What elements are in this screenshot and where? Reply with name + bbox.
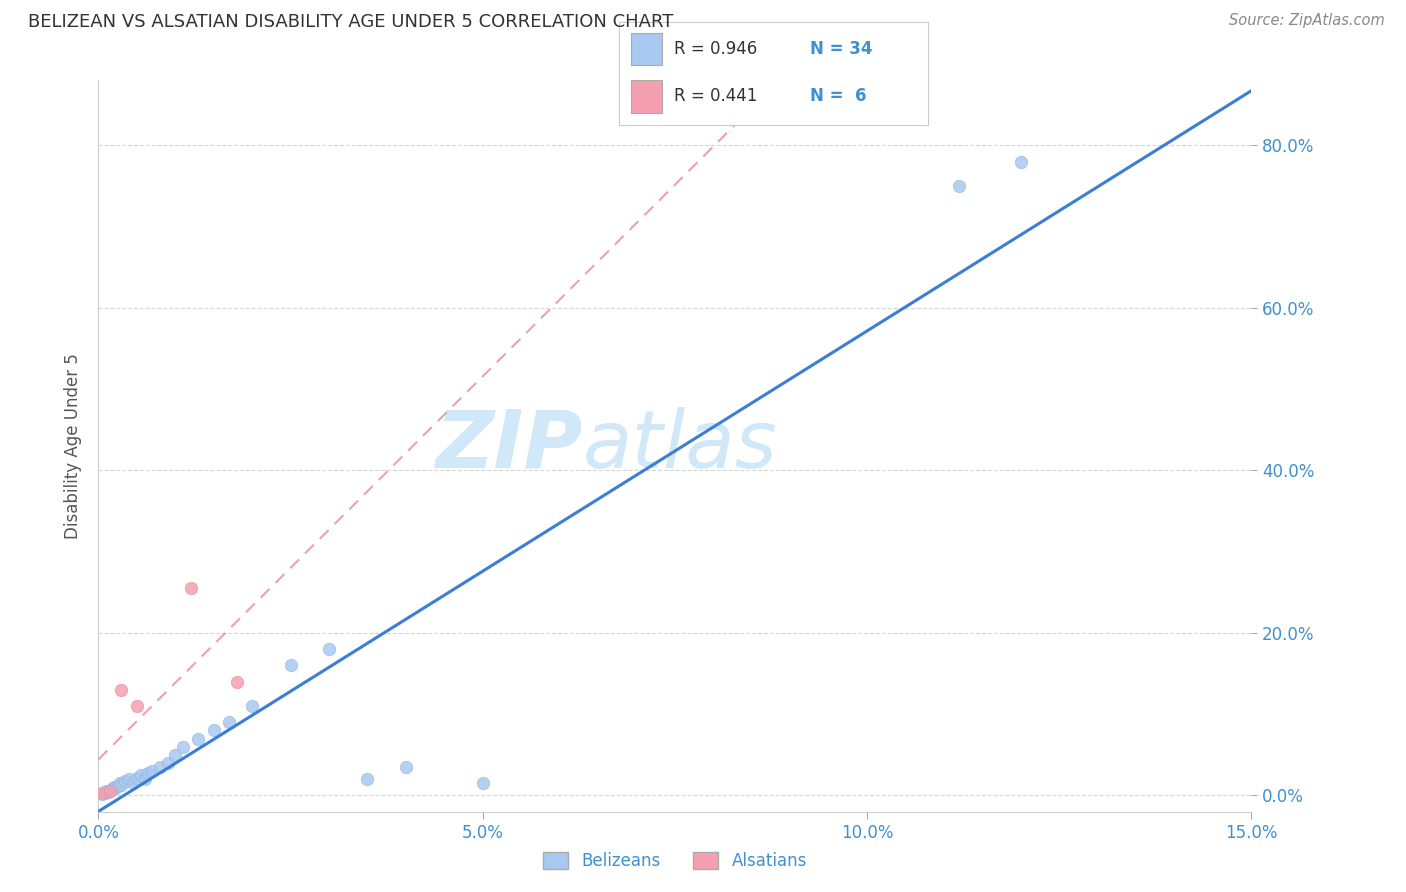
Point [395,760,418,774]
Point [122,776,145,790]
Point [110,778,132,792]
Point [138,765,160,780]
Point [110,682,132,697]
Point [471,776,494,790]
Legend: Belizeans, Alsatians: Belizeans, Alsatians [536,845,814,877]
Point [172,739,194,754]
Text: ZIP: ZIP [436,407,582,485]
Point [240,699,263,714]
Point [91,786,114,800]
Point [125,771,148,785]
Point [97,785,120,799]
Point [187,731,209,746]
Point [103,780,125,795]
Point [202,723,225,738]
Text: BELIZEAN VS ALSATIAN DISABILITY AGE UNDER 5 CORRELATION CHART: BELIZEAN VS ALSATIAN DISABILITY AGE UNDE… [28,13,673,31]
Point [94,784,117,798]
Bar [631,32,662,65]
Point [93,786,115,800]
Point [149,760,172,774]
Point [91,787,114,801]
Point [1010,154,1032,169]
Point [134,772,156,787]
Text: N = 34: N = 34 [810,40,873,58]
Point [141,764,163,778]
Point [948,178,970,193]
Point [118,772,141,787]
Point [104,781,127,796]
Text: R = 0.441: R = 0.441 [675,87,758,105]
Text: R = 0.946: R = 0.946 [675,40,758,58]
Point [280,658,302,673]
Point [108,776,131,790]
Text: atlas: atlas [582,407,778,485]
Point [218,715,240,730]
Point [156,756,179,770]
Point [107,779,129,793]
Y-axis label: Disability Age Under 5: Disability Age Under 5 [65,353,83,539]
Text: N =  6: N = 6 [810,87,868,105]
Point [180,581,202,595]
Point [125,699,148,714]
Point [318,642,340,657]
Point [225,674,247,689]
Point [98,783,121,797]
Point [98,784,121,798]
Bar [631,79,662,112]
Point [101,781,124,796]
Text: Source: ZipAtlas.com: Source: ZipAtlas.com [1229,13,1385,29]
Point [165,747,187,762]
Point [356,772,378,787]
Point [114,773,136,788]
Point [129,768,152,782]
